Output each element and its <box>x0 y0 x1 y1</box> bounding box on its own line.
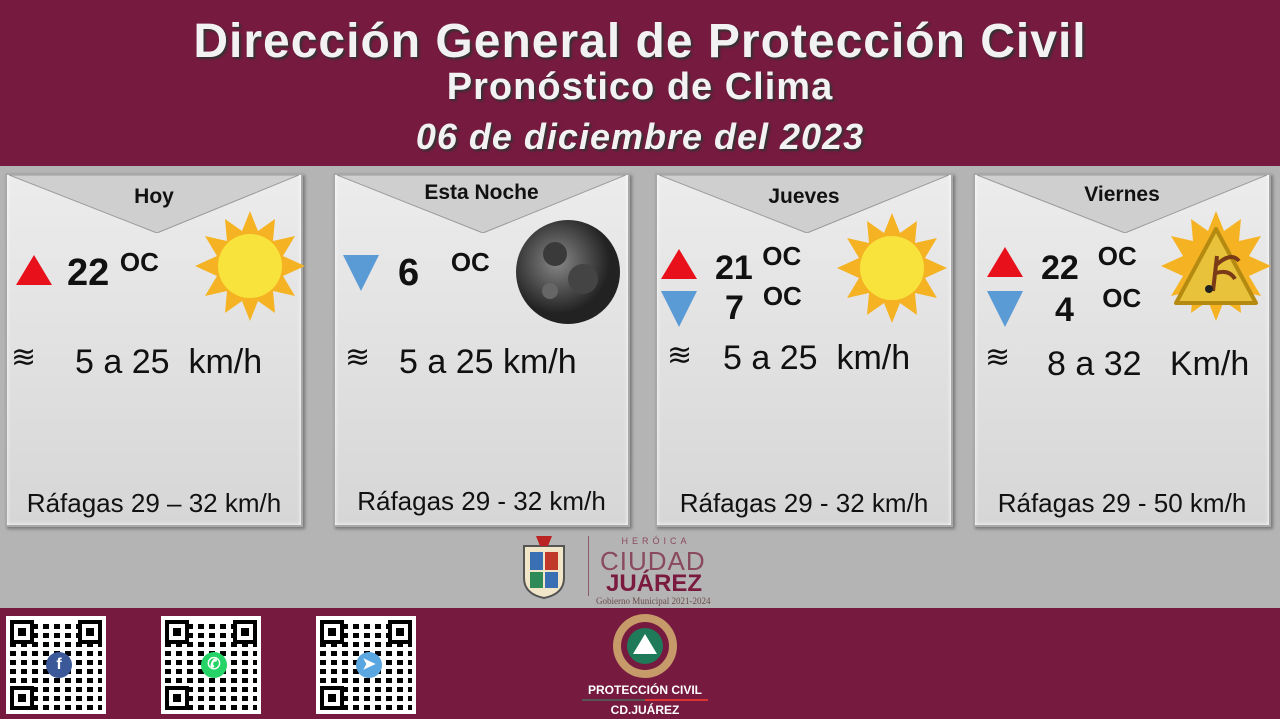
card-header: Jueves <box>659 175 949 233</box>
sun-icon <box>837 213 947 323</box>
low-temp: 4 OC <box>1055 283 1142 329</box>
forecast-card-hoy: Hoy 22 OC ≋ 5 a 25 km/h Ráfagas 29 – 32 … <box>5 173 305 527</box>
low-temp: 7 OC <box>725 281 802 327</box>
gusts: Ráfagas 29 - 32 km/h <box>679 488 929 518</box>
wind-speed: 5 a 25 km/h <box>75 343 263 381</box>
moon-icon <box>516 220 620 324</box>
forecast-card-esta-noche: Esta Noche 6 OC ≋ 5 a 25 km/h Ráfagas 29… <box>333 173 630 527</box>
card-label: Esta Noche <box>424 181 539 204</box>
gusts: Ráfagas 29 - 50 km/h <box>997 488 1247 518</box>
high-temp: 22 OC <box>1041 241 1137 287</box>
wind-speed: 5 a 25 km/h <box>723 339 911 377</box>
high-temp-arrow-icon <box>987 247 1023 277</box>
wind-icon: ≋ <box>345 341 371 374</box>
header: Dirección General de Protección Civil Pr… <box>0 0 1280 166</box>
high-temp: 21 OC <box>715 241 802 287</box>
card-label: Viernes <box>1084 183 1160 206</box>
wind-speed: 8 a 32 Km/h <box>1047 345 1250 383</box>
forecast-card-viernes: Viernes 22 OC 4 OC ≋ 8 a 32 Km/h Ráfagas… <box>973 173 1271 527</box>
card-header: Viernes <box>977 175 1267 233</box>
low-temp-arrow-icon <box>343 255 379 291</box>
card-label: Hoy <box>134 185 174 208</box>
gusts: Ráfagas 29 – 32 km/h <box>26 488 282 518</box>
proteccion-civil-logo: PROTECCIÓN CIVIL CD.JUÁREZ <box>570 612 720 717</box>
page-title: Dirección General de Protección Civil <box>193 15 1087 68</box>
forecast-date: 06 de diciembre del 2023 <box>415 116 865 157</box>
card-label: Jueves <box>768 185 840 208</box>
card-header: Esta Noche <box>337 175 626 233</box>
sun-icon <box>195 211 305 321</box>
card-header: Hoy <box>9 175 299 233</box>
low-temp-arrow-icon <box>661 291 697 327</box>
high-temp-arrow-icon <box>661 249 697 279</box>
whatsapp-icon: ✆ <box>201 652 227 678</box>
low-temp: 6 OC <box>398 247 490 294</box>
high-temp: 22 OC <box>67 247 159 294</box>
low-temp-arrow-icon <box>987 291 1023 327</box>
coat-of-arms-icon <box>523 536 565 600</box>
wind-warning-icon <box>1161 211 1271 321</box>
telegram-qr-code[interactable]: ➤ <box>316 616 416 714</box>
facebook-icon: f <box>46 652 72 678</box>
wind-icon: ≋ <box>985 341 1011 374</box>
gusts: Ráfagas 29 - 32 km/h <box>357 486 606 516</box>
proteccion-civil-emblem-icon <box>613 614 677 678</box>
forecast-card-jueves: Jueves 21 OC 7 OC ≋ 5 a 25 km/h Ráfagas … <box>655 173 953 527</box>
footer: f ✆ ➤ PROTECCIÓN CIVIL CD.JUÁREZ <box>0 608 1280 719</box>
page-subtitle: Pronóstico de Clima <box>446 66 834 108</box>
wind-speed: 5 a 25 km/h <box>399 343 577 381</box>
city-logo: HERÓICA CIUDAD JUÁREZ Gobierno Municipal… <box>518 534 728 608</box>
high-temp-arrow-icon <box>16 255 52 285</box>
facebook-qr-code[interactable]: f <box>6 616 106 714</box>
whatsapp-qr-code[interactable]: ✆ <box>161 616 261 714</box>
telegram-icon: ➤ <box>356 652 382 678</box>
wind-icon: ≋ <box>667 339 693 372</box>
wind-icon: ≋ <box>11 341 37 374</box>
